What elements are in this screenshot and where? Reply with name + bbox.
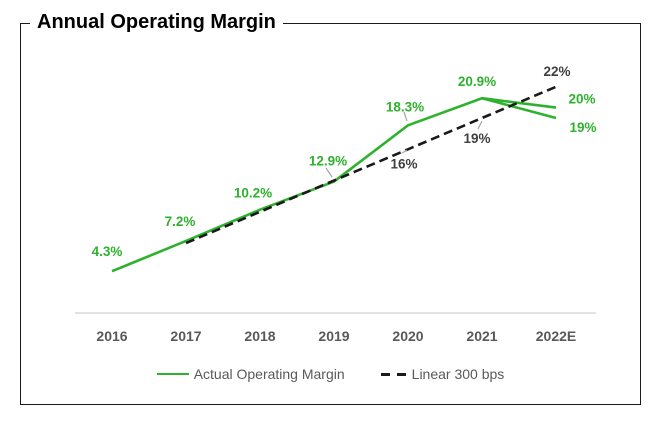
series-line-actual-1 [481,96,557,120]
data-label-2017-7.2pct: 7.2% [165,214,196,229]
data-label-2021-20.9pct: 20.9% [458,74,496,89]
data-label-2016-4.3pct: 4.3% [92,244,123,259]
legend-label-actual: Actual Operating Margin [193,366,345,382]
label-leader-line [325,167,333,178]
chart-frame: Annual Operating Margin [20,10,641,405]
data-label-2022E-19pct: 19% [569,120,596,135]
x-axis-label-2019: 2019 [318,328,349,344]
legend-solid-line-swatch [156,372,189,376]
data-label-2019-12.9pct: 12.9% [309,154,347,169]
data-label-2020-18.3pct: 18.3% [386,99,424,114]
data-label-2018-10.2pct: 10.2% [234,186,272,201]
x-axis-label-2017: 2017 [170,328,201,344]
legend-item-actual-operating-margin: Actual Operating Margin [156,366,345,382]
x-axis-label-2016: 2016 [96,328,127,344]
series-line-actual-0 [111,96,557,273]
data-label-2021-19pct: 19% [463,131,490,146]
data-label-2022E-20pct: 20% [568,92,595,107]
legend-label-linear: Linear 300 bps [411,366,505,382]
label-leader-line [401,149,408,154]
x-axis-label-2018: 2018 [244,328,275,344]
chart-title: Annual Operating Margin [30,10,283,34]
x-axis-label-2021: 2021 [466,328,497,344]
data-label-2022E-22pct: 22% [543,64,570,79]
x-axis-label-2022E: 2022E [536,328,576,344]
data-label-2020-16pct: 16% [390,156,417,171]
x-axis-label-2020: 2020 [392,328,423,344]
legend-dashed-line-swatch [380,372,407,376]
legend-item-linear-300bps: Linear 300 bps [380,366,505,382]
legend: Actual Operating Margin Linear 300 bps [20,366,641,382]
label-leader-line [477,120,483,130]
label-leader-line [403,111,408,122]
series-line-linear-300bps [185,85,557,245]
